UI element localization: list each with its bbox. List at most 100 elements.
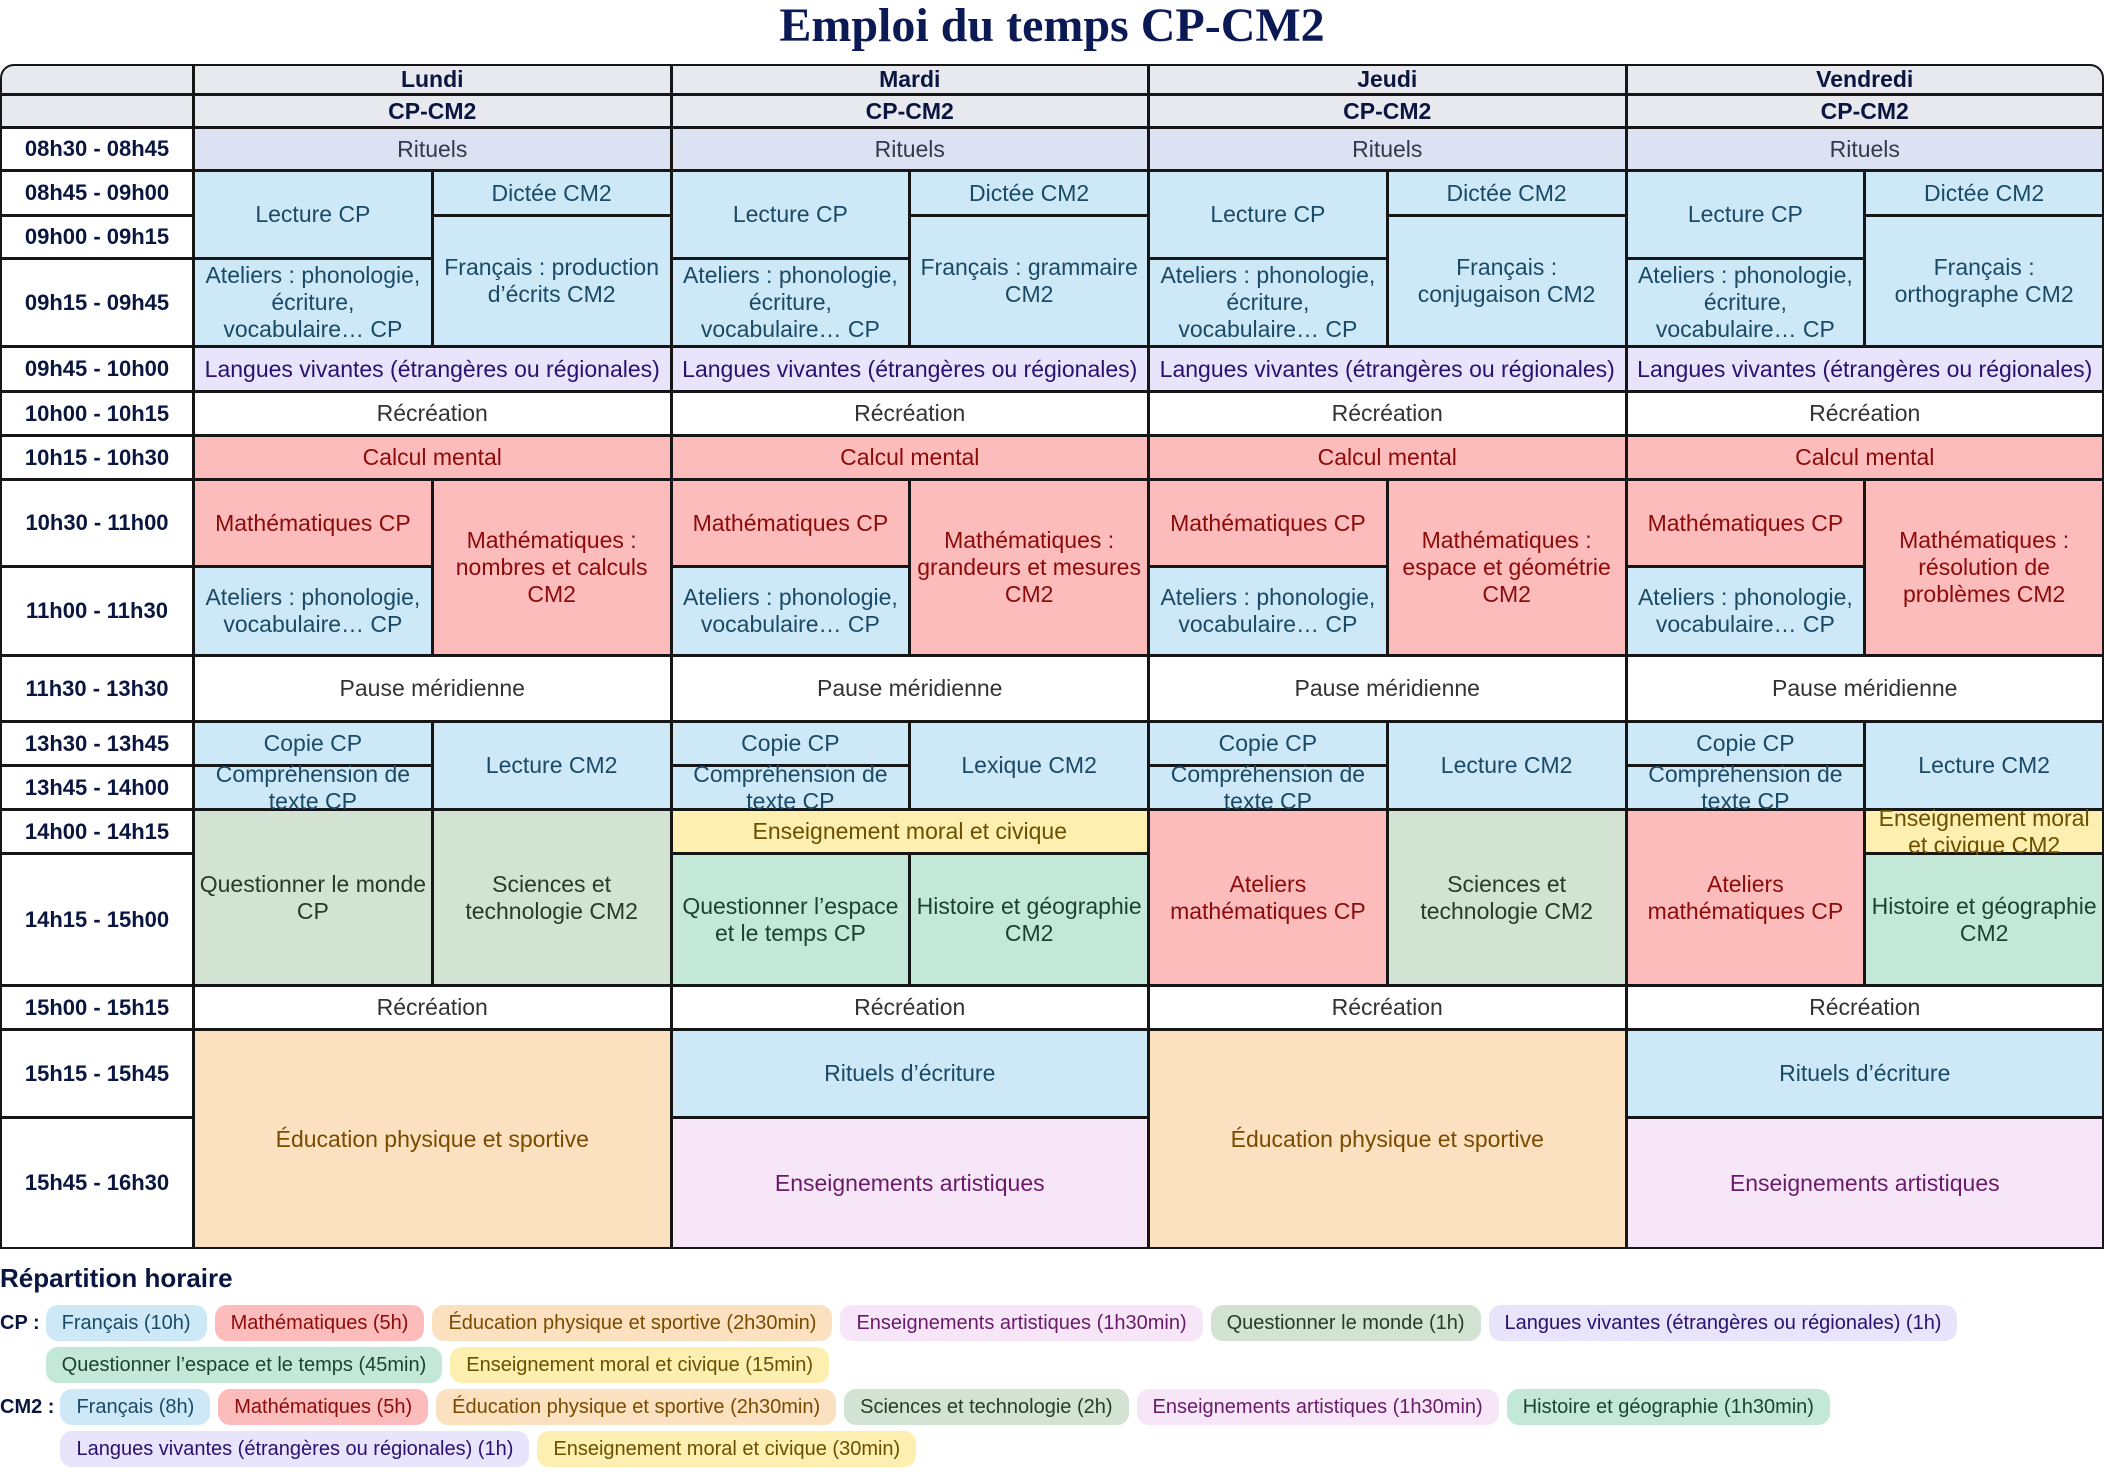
- schedule-cell[interactable]: Compréhension de texte CP: [195, 761, 431, 814]
- schedule-cell[interactable]: Sciences et technologie CM2: [433, 811, 670, 984]
- schedule-cell[interactable]: Pause méridienne: [1150, 657, 1625, 720]
- schedule-cell[interactable]: Enseignements artistiques: [1627, 1119, 2102, 1247]
- schedule-cell[interactable]: Lecture CP: [195, 172, 431, 257]
- schedule-cell[interactable]: Lecture CM2: [433, 723, 670, 808]
- schedule-cell[interactable]: Éducation physique et sportive: [195, 1031, 670, 1247]
- schedule-cell[interactable]: Langues vivantes (étrangères ou régional…: [672, 348, 1147, 390]
- schedule-cell[interactable]: Copie CP: [672, 723, 909, 764]
- page-title: Emploi du temps CP-CM2: [779, 0, 1325, 52]
- schedule-cell[interactable]: Récréation: [195, 393, 670, 434]
- schedule-cell[interactable]: Ateliers mathématiques CP: [1150, 811, 1386, 984]
- schedule-cell[interactable]: Pause méridienne: [195, 657, 670, 720]
- schedule-cell[interactable]: Ateliers : phonologie, vocabulaire… CP: [1150, 568, 1386, 654]
- time-slot-label: 10h00 - 10h15: [2, 393, 192, 434]
- schedule-cell[interactable]: Récréation: [1627, 393, 2102, 434]
- schedule-cell[interactable]: Récréation: [195, 987, 670, 1028]
- schedule-cell[interactable]: Langues vivantes (étrangères ou régional…: [1150, 348, 1625, 390]
- schedule-cell[interactable]: Compréhension de texte CP: [1150, 761, 1386, 814]
- schedule-cell[interactable]: Lexique CM2: [911, 723, 1147, 808]
- cell-text: Rituels: [397, 135, 468, 162]
- schedule-cell[interactable]: Calcul mental: [672, 437, 1147, 478]
- cell-text: Mathématiques CP: [1647, 509, 1844, 536]
- schedule-cell[interactable]: Français : conjugaison CM2: [1388, 217, 1625, 345]
- schedule-cell[interactable]: Lecture CM2: [1866, 723, 2102, 808]
- schedule-cell[interactable]: Ateliers : phonologie, écriture, vocabul…: [195, 260, 431, 345]
- schedule-cell[interactable]: Rituels: [672, 129, 1147, 169]
- schedule-cell[interactable]: Dictée CM2: [433, 172, 670, 214]
- cell-text: Enseignements artistiques: [1729, 1169, 2000, 1196]
- schedule-cell[interactable]: Récréation: [1150, 393, 1625, 434]
- cell-text: Questionner l’espace et le temps CP: [682, 892, 899, 946]
- legend-group-cp: CP : Français (10h) Mathématiques (5h) Édu…: [0, 1305, 2104, 1383]
- schedule-cell[interactable]: Histoire et géographie CM2: [1866, 855, 2102, 984]
- cell-text: Ateliers : phonologie, vocabulaire… CP: [682, 584, 898, 637]
- schedule-cell[interactable]: Rituels: [1627, 129, 2102, 169]
- schedule-cell[interactable]: Ateliers : phonologie, vocabulaire… CP: [672, 568, 909, 654]
- cell-text: Français : orthographe CM2: [1894, 254, 2074, 307]
- cell-text: Mathématiques : espace et géométrie CM2: [1402, 527, 1611, 607]
- schedule-cell[interactable]: Récréation: [672, 393, 1147, 434]
- schedule-cell[interactable]: Pause méridienne: [672, 657, 1147, 720]
- schedule-cell[interactable]: Mathématiques CP: [1627, 481, 1864, 565]
- schedule-cell[interactable]: Ateliers : phonologie, écriture, vocabul…: [1150, 260, 1386, 345]
- schedule-cell[interactable]: Lecture CP: [1150, 172, 1386, 257]
- schedule-cell[interactable]: Ateliers : phonologie, vocabulaire… CP: [1627, 568, 1864, 654]
- schedule-cell[interactable]: Français : grammaire CM2: [911, 217, 1147, 345]
- cell-text: Pause méridienne: [1772, 675, 1958, 701]
- schedule-cell[interactable]: Mathématiques : espace et géométrie CM2: [1388, 481, 1625, 654]
- schedule-cell[interactable]: Rituels: [195, 129, 670, 169]
- schedule-cell[interactable]: Mathématiques CP: [672, 481, 909, 565]
- cell-text: Calcul mental: [1795, 444, 1935, 470]
- schedule-cell[interactable]: Histoire et géographie CM2: [911, 855, 1147, 984]
- schedule-cell[interactable]: Lecture CP: [672, 172, 909, 257]
- schedule-cell[interactable]: Compréhension de texte CP: [672, 761, 909, 814]
- schedule-cell[interactable]: Français : orthographe CM2: [1866, 217, 2102, 345]
- schedule-cell[interactable]: Calcul mental: [1150, 437, 1625, 478]
- schedule-cell[interactable]: Mathématiques : résolution de problèmes …: [1866, 481, 2102, 654]
- schedule-cell[interactable]: Éducation physique et sportive: [1150, 1031, 1625, 1247]
- schedule-cell[interactable]: Pause méridienne: [1627, 657, 2102, 720]
- schedule-cell[interactable]: Rituels: [1150, 129, 1625, 169]
- legend-chip: Questionner l’espace et le temps (45min): [45, 1347, 443, 1383]
- schedule-cell[interactable]: Mathématiques : grandeurs et mesures CM2: [911, 481, 1147, 654]
- schedule-cell[interactable]: Enseignement moral et civique: [672, 811, 1147, 852]
- schedule-cell[interactable]: Lecture CM2: [1388, 723, 1625, 808]
- timetable: 08h30 - 08h45 08h45 - 09h00 09h00 - 09h15 0…: [0, 64, 2104, 1249]
- schedule-cell[interactable]: Rituels d’écriture: [1627, 1031, 2102, 1116]
- class-header: CP-CM2: [195, 96, 670, 126]
- schedule-cell[interactable]: Mathématiques CP: [195, 481, 431, 565]
- schedule-cell[interactable]: Langues vivantes (étrangères ou régional…: [1627, 348, 2102, 390]
- schedule-cell[interactable]: Calcul mental: [1627, 437, 2102, 478]
- cell-text: Langues vivantes (étrangères ou régional…: [1637, 355, 2093, 382]
- schedule-cell[interactable]: Enseignement moral et civique CM2: [1866, 805, 2102, 858]
- schedule-cell[interactable]: Mathématiques CP: [1150, 481, 1386, 565]
- schedule-cell[interactable]: Dictée CM2: [1388, 172, 1625, 214]
- schedule-cell[interactable]: Rituels d’écriture: [672, 1031, 1147, 1116]
- schedule-cell[interactable]: Dictée CM2: [1866, 172, 2102, 214]
- time-slot-label: 10h30 - 11h00: [2, 481, 192, 565]
- schedule-cell[interactable]: Dictée CM2: [911, 172, 1147, 214]
- schedule-cell[interactable]: Récréation: [1150, 987, 1625, 1028]
- cell-text: Récréation: [854, 400, 966, 426]
- schedule-cell[interactable]: Français : production d’écrits CM2: [433, 217, 670, 345]
- schedule-cell[interactable]: Questionner l’espace et le temps CP: [672, 855, 909, 984]
- schedule-cell[interactable]: Questionner le monde CP: [195, 811, 431, 984]
- cell-text: Récréation: [1331, 400, 1443, 426]
- schedule-cell[interactable]: Copie CP: [1627, 723, 1864, 764]
- schedule-cell[interactable]: Récréation: [672, 987, 1147, 1028]
- schedule-cell[interactable]: Calcul mental: [195, 437, 670, 478]
- schedule-cell[interactable]: Enseignements artistiques: [672, 1119, 1147, 1247]
- schedule-cell[interactable]: Ateliers : phonologie, écriture, vocabul…: [672, 260, 909, 345]
- schedule-cell[interactable]: Mathématiques : nombres et calculs CM2: [433, 481, 670, 654]
- schedule-cell[interactable]: Copie CP: [1150, 723, 1386, 764]
- schedule-cell[interactable]: Ateliers : phonologie, écriture, vocabul…: [1627, 260, 1864, 345]
- schedule-cell[interactable]: Compréhension de texte CP: [1627, 761, 1864, 814]
- schedule-cell[interactable]: Récréation: [1627, 987, 2102, 1028]
- day-header: Jeudi: [1150, 66, 1625, 93]
- schedule-cell[interactable]: Ateliers : phonologie, vocabulaire… CP: [195, 568, 431, 654]
- schedule-cell[interactable]: Ateliers mathématiques CP: [1627, 811, 1864, 984]
- schedule-cell[interactable]: Sciences et technologie CM2: [1388, 811, 1625, 984]
- schedule-cell[interactable]: Lecture CP: [1627, 172, 1864, 257]
- schedule-cell[interactable]: Copie CP: [195, 723, 431, 764]
- schedule-cell[interactable]: Langues vivantes (étrangères ou régional…: [195, 348, 670, 390]
